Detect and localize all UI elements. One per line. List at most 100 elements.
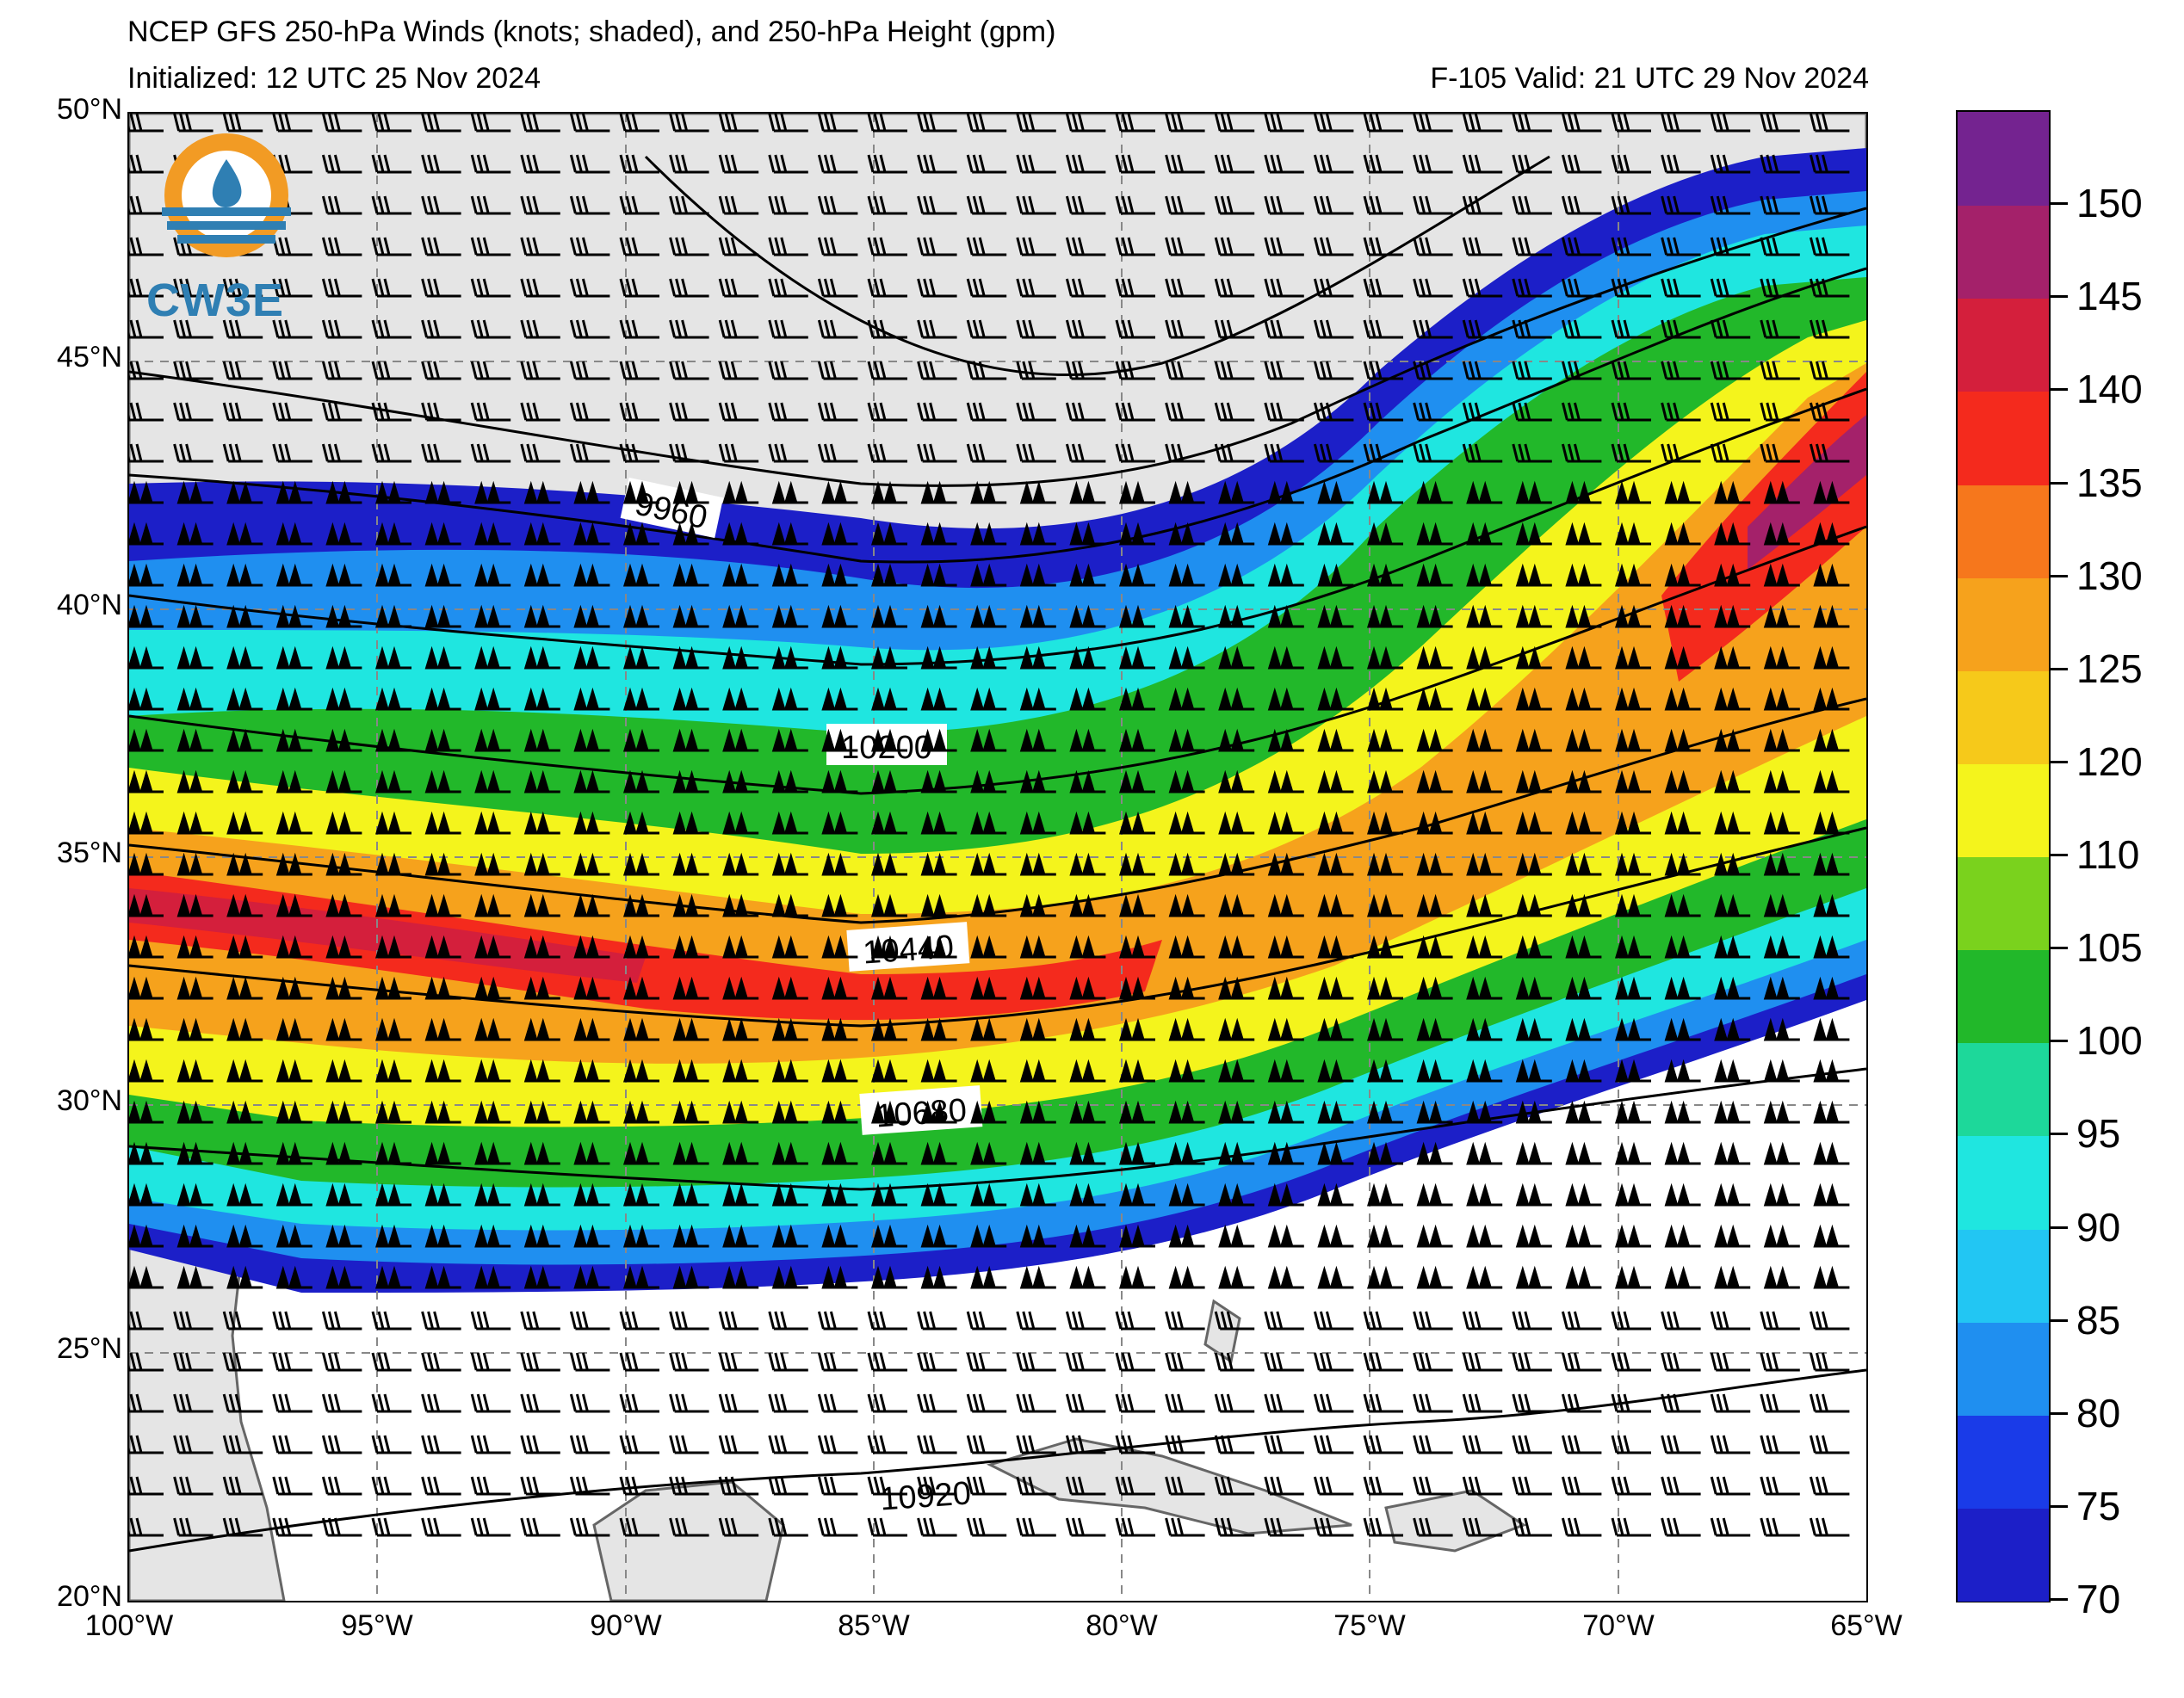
wind-barb [374,1059,411,1083]
wind-barb [870,1265,907,1289]
wind-barb [1118,563,1155,587]
wind-barb [1466,1100,1503,1124]
wind-barb [1565,811,1602,835]
wind-barb [1664,935,1701,959]
wind-barb [1016,1476,1056,1496]
wind-barb [1115,195,1155,215]
wind-barb [1710,1517,1751,1537]
lon-label-95w: 95°W [341,1609,413,1642]
wind-barb [226,1017,263,1041]
colorbar-tick [2051,1040,2068,1043]
wind-barb [573,893,610,917]
wind-barb [129,976,164,1000]
wind-barb [1416,935,1453,959]
wind-barb [1813,1224,1850,1248]
wind-barb [1366,480,1403,504]
wind-barb [1065,361,1106,380]
wind-barb [421,154,461,174]
wind-barb [1614,1141,1651,1165]
wind-barb [622,1100,659,1124]
wind-barb [1218,687,1255,711]
wind-barb [1512,278,1552,298]
wind-barb [523,522,560,546]
wind-barb [920,1141,957,1165]
colorbar-segment [1958,205,2049,299]
wind-barb [1115,278,1155,298]
wind-barb [1611,1476,1651,1496]
wind-barb [722,563,759,587]
wind-barb [272,114,312,133]
wind-barb [771,645,808,670]
wind-barb [222,278,263,298]
wind-barb [176,935,213,959]
wind-barb [1565,728,1602,752]
wind-barb [1019,1059,1056,1083]
wind-barb [669,114,709,133]
wind-barb [470,402,511,422]
wind-barb [1661,278,1701,298]
wind-barb [1565,522,1602,546]
wind-barb [1267,976,1304,1000]
wind-barb [275,645,312,670]
wind-barb [1019,976,1056,1000]
wind-barb [1809,195,1850,215]
wind-barb [1664,976,1701,1000]
wind-barb [1016,278,1056,298]
wind-barb [275,769,312,793]
wind-barb [867,1476,907,1496]
wind-barb [771,811,808,835]
wind-barb [1512,319,1552,339]
wind-barb [966,114,1007,133]
colorbar-segment [1958,1042,2049,1137]
wind-barb [1413,154,1453,174]
wind-barb [325,1017,362,1041]
wind-barb [920,811,957,835]
wind-barb [1016,361,1056,380]
wind-barb [1413,443,1453,463]
wind-barb [1168,687,1205,711]
lon-label-85w: 85°W [838,1609,910,1642]
wind-barb [1813,522,1850,546]
wind-barb [1168,811,1205,835]
wind-barb [1462,361,1503,380]
wind-barb [1267,522,1304,546]
wind-barb [1264,1311,1304,1331]
wind-barb [1760,114,1800,133]
wind-barb [1413,1435,1453,1454]
wind-barb [421,1435,461,1454]
wind-barb [1016,1352,1056,1372]
wind-barb [374,935,411,959]
wind-barb [176,769,213,793]
wind-barb [1561,319,1602,339]
wind-barb [771,1100,808,1124]
wind-barb [222,1352,263,1372]
wind-barb [1317,1141,1354,1165]
wind-barb [1760,361,1800,380]
wind-barb [1313,1393,1354,1413]
wind-barb [371,1393,411,1413]
wind-barb [474,1059,511,1083]
wind-barb [1512,1311,1552,1331]
wind-barb [1214,1393,1255,1413]
wind-barb [129,1352,164,1372]
wind-barb [622,604,659,628]
wind-barb [1115,402,1155,422]
wind-barb [1019,811,1056,835]
wind-barb [1317,1182,1354,1207]
wind-barb [474,852,511,876]
colorbar-segment [1958,1414,2049,1509]
wind-barb [1561,114,1602,133]
wind-barb [226,728,263,752]
wind-barb [970,563,1007,587]
wind-barb [1069,811,1106,835]
wind-barb [1462,402,1503,422]
wind-barb [1561,237,1602,256]
wind-barb [1363,154,1403,174]
wind-barb [1813,728,1850,752]
wind-barb [424,1100,461,1124]
wind-barb [520,1476,560,1496]
wind-barb [523,563,560,587]
wind-barb [1366,769,1403,793]
colorbar-label: 90 [2076,1204,2121,1250]
colorbar-tick [2051,1598,2068,1601]
